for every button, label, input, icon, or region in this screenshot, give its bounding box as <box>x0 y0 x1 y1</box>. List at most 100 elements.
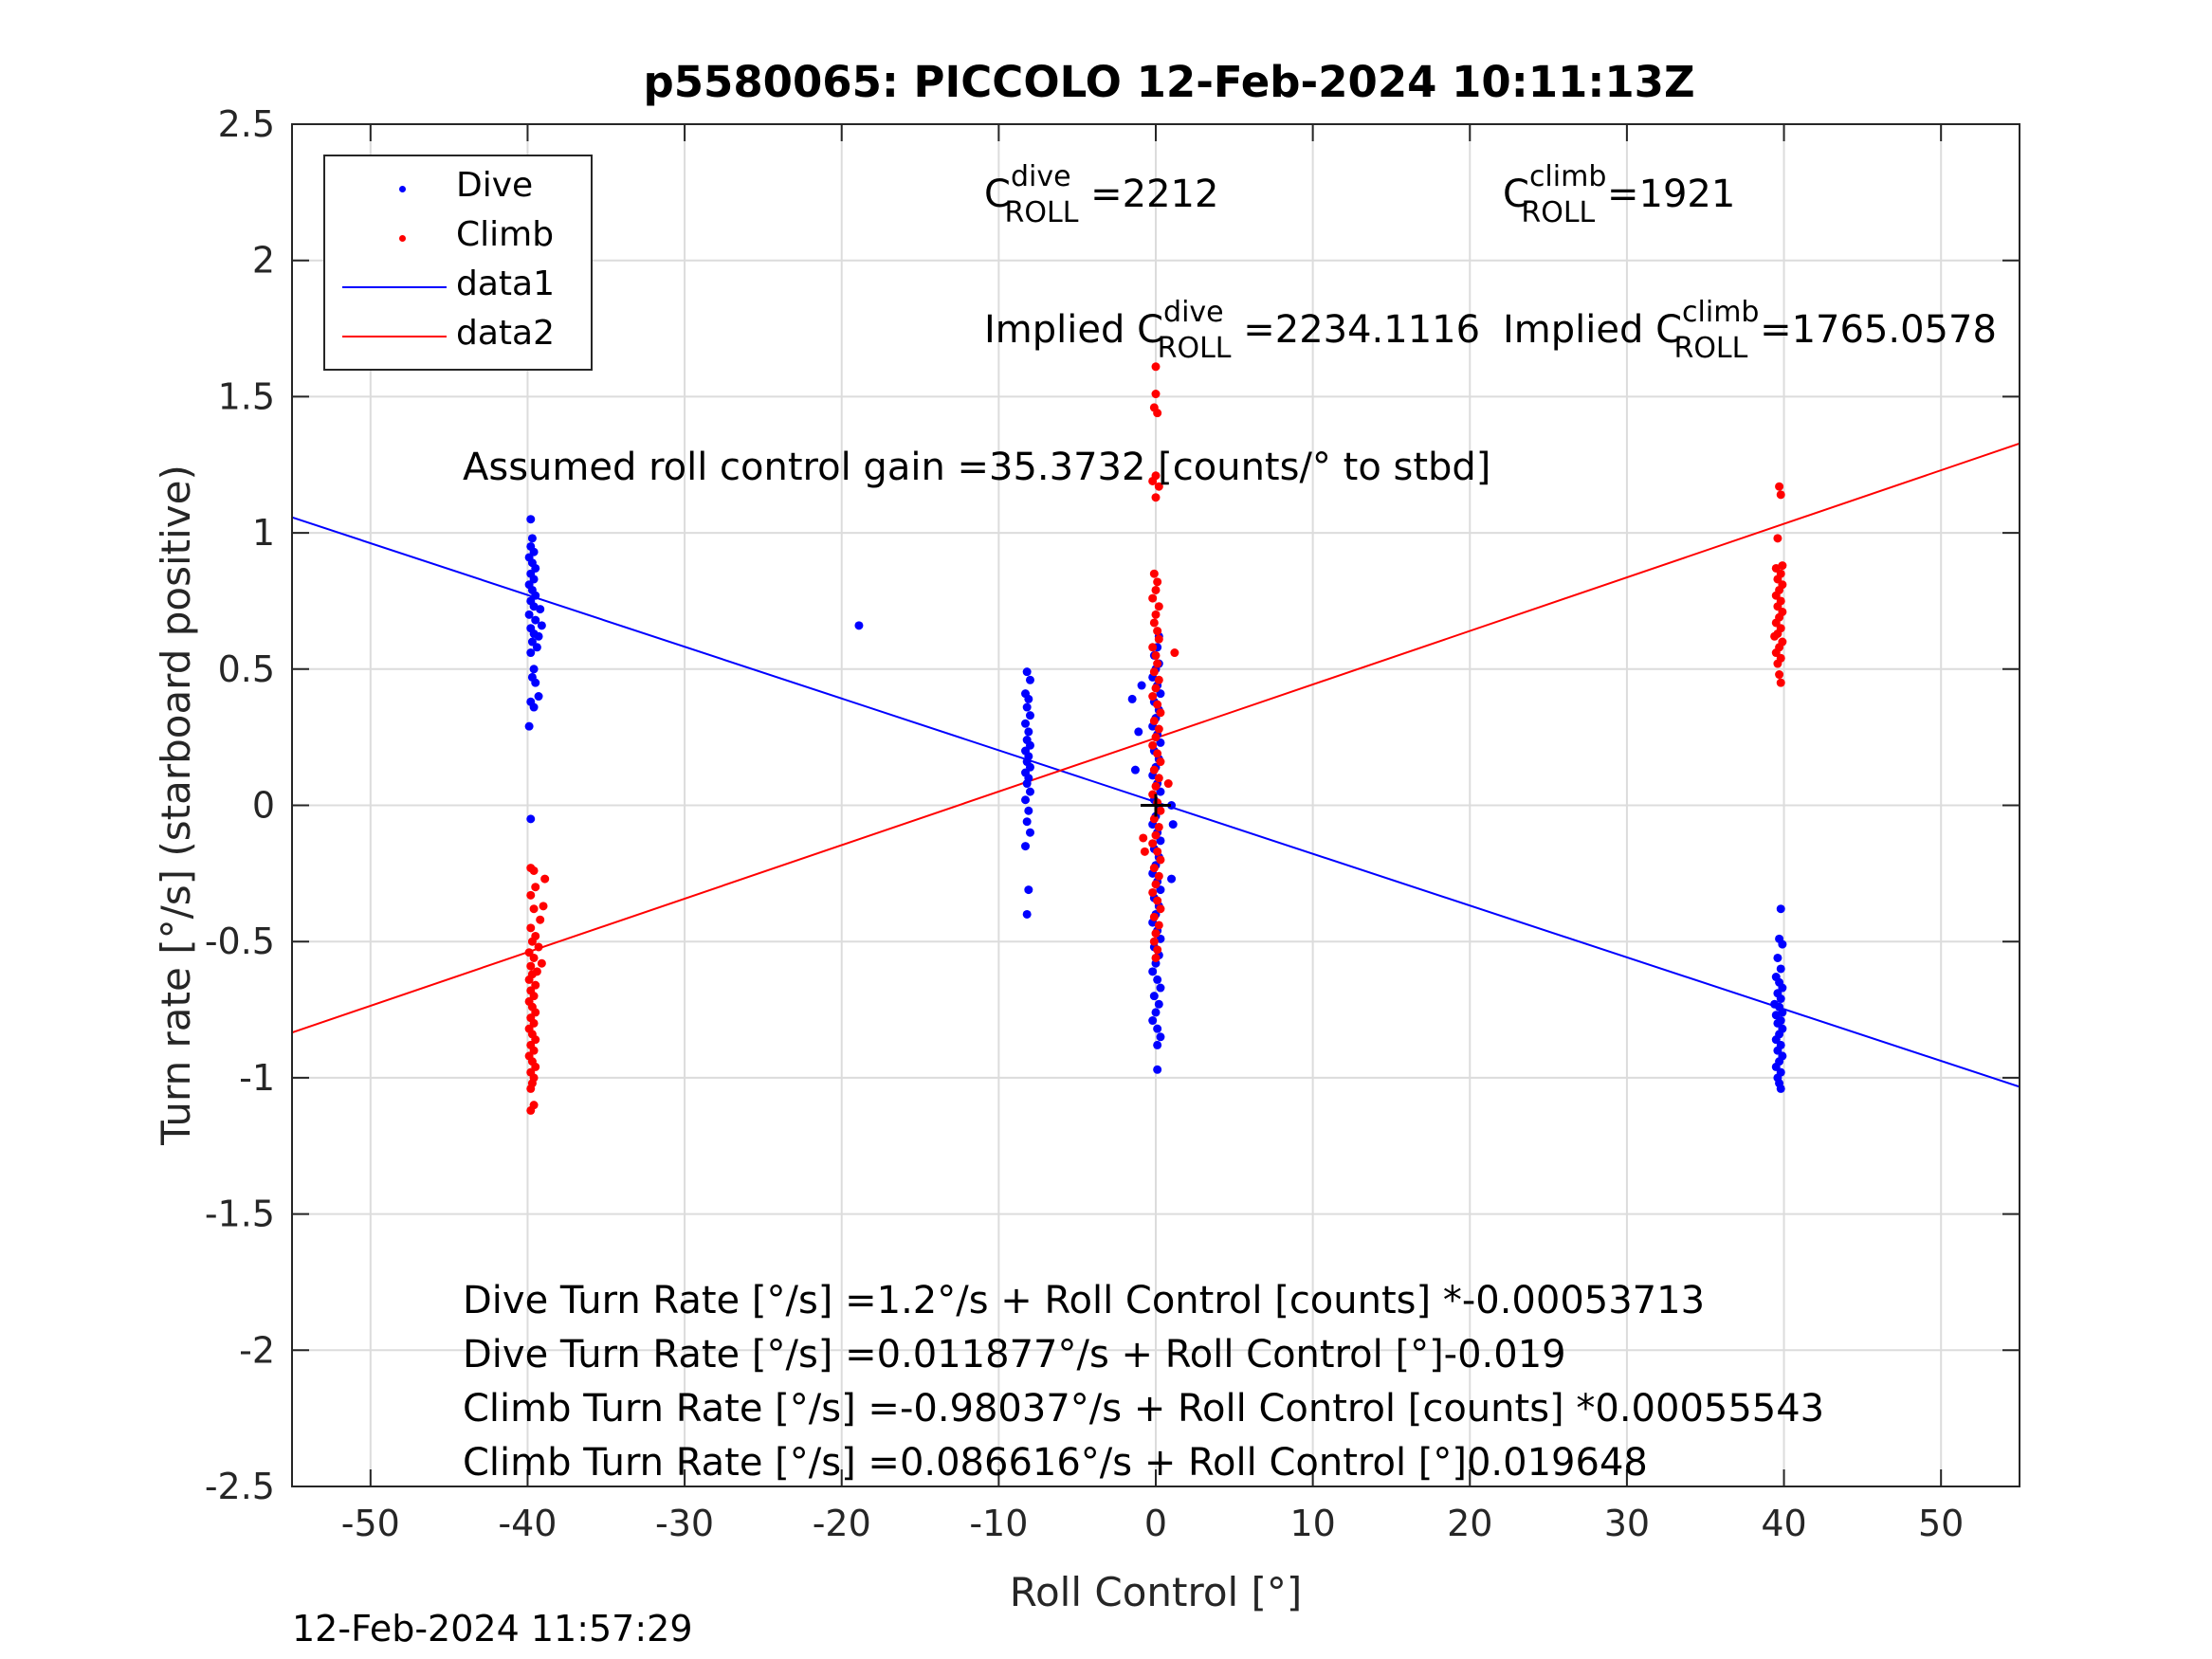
dive-point <box>531 678 540 687</box>
climb-point <box>1149 937 1159 946</box>
climb-point <box>1154 822 1163 831</box>
climb-point <box>1156 904 1165 914</box>
climb-point <box>1140 847 1149 856</box>
x-tick-label: -30 <box>655 1503 714 1544</box>
subscript: ROLL <box>1673 332 1748 365</box>
c-symbol: C <box>984 173 1011 216</box>
dive-point <box>529 665 539 674</box>
climb-point <box>524 975 534 984</box>
x-tick-label: 0 <box>1144 1503 1167 1544</box>
climb-point <box>1154 602 1163 611</box>
climb-point <box>1153 700 1162 709</box>
climb-point <box>1151 733 1161 742</box>
dive-point <box>534 692 543 702</box>
climb-point <box>529 866 539 875</box>
climb-point <box>1775 670 1784 680</box>
climb-point <box>1151 610 1161 619</box>
y-tick-label: 1 <box>252 512 275 554</box>
climb-point <box>1154 724 1163 734</box>
implied-c-climb-annotation: Implied CclimbROLL =1765.0578 <box>1503 299 1997 366</box>
climb-point <box>1151 684 1161 693</box>
climb-point <box>526 890 536 900</box>
dive-point <box>1022 667 1032 677</box>
superscript: climb <box>1528 160 1607 193</box>
climb-point <box>1151 953 1161 962</box>
dive-point <box>537 621 546 630</box>
legend-label: Dive <box>456 166 534 205</box>
x-tick-label: 20 <box>1447 1503 1492 1544</box>
origin-marker <box>1141 793 1171 817</box>
dive-point <box>1148 1016 1158 1026</box>
implied-prefix: Implied C <box>1503 308 1683 352</box>
climb-point <box>531 883 540 892</box>
climb-point <box>1139 833 1148 843</box>
dive-marker-icon <box>399 186 406 192</box>
dive-point <box>1127 694 1137 703</box>
climb-point <box>1149 814 1159 824</box>
climb-point <box>1156 757 1165 767</box>
dive-point <box>1022 702 1032 712</box>
climb-point <box>1154 871 1163 881</box>
data-points <box>524 362 1787 1115</box>
climb-point <box>1148 740 1158 750</box>
x-tick-label: 10 <box>1289 1503 1335 1544</box>
climb-point <box>1163 779 1173 789</box>
red-line-icon <box>342 336 447 337</box>
climb-point <box>1153 577 1162 587</box>
dive-point <box>1025 787 1034 796</box>
climb-point <box>1775 482 1784 491</box>
dive-point <box>1022 779 1032 789</box>
dive-point <box>1024 885 1033 895</box>
climb-fit-degrees-equation: Climb Turn Rate [°/s] =0.086616°/s + Rol… <box>463 1441 1648 1485</box>
legend-label: Climb <box>456 215 555 254</box>
climb-point <box>1773 659 1782 668</box>
y-tick-label: 2 <box>252 240 275 282</box>
dive-point <box>1024 727 1033 737</box>
climb-marker-icon <box>399 235 406 242</box>
dive-point <box>1153 1040 1162 1049</box>
dive-point <box>1167 874 1177 884</box>
dive-point <box>1168 820 1178 830</box>
dive-point <box>1021 719 1031 728</box>
climb-point <box>1151 929 1161 939</box>
implied-c-dive-annotation: Implied CdiveROLL =2234.1116 <box>984 299 1480 366</box>
dive-point <box>532 643 541 652</box>
c-climb-annotation: CclimbROLL =1921 <box>1503 160 1735 230</box>
climb-point <box>1153 627 1162 636</box>
dive-point <box>1024 694 1033 703</box>
c-symbol: C <box>1503 173 1529 216</box>
climb-point <box>534 942 543 952</box>
x-tick-label: 40 <box>1761 1503 1806 1544</box>
dive-point <box>1154 999 1163 1009</box>
x-tick-label: 50 <box>1918 1503 1964 1544</box>
climb-point <box>526 1105 536 1115</box>
dive-point <box>1025 675 1034 684</box>
y-tick-label: -1 <box>239 1057 275 1099</box>
implied-prefix: Implied C <box>984 308 1164 352</box>
dive-point <box>531 615 540 625</box>
y-axis-label: Turn rate [°/s] (starboard positive) <box>153 465 199 1146</box>
climb-point <box>1149 765 1159 775</box>
y-tick-label: 0.5 <box>218 648 275 690</box>
dive-point <box>854 621 864 630</box>
climb-point <box>1153 945 1162 955</box>
dive-point <box>1776 994 1785 1004</box>
climb-point <box>1148 643 1158 652</box>
x-tick-label: -40 <box>498 1503 557 1544</box>
dive-point <box>524 721 534 731</box>
x-axis-label: Roll Control [°] <box>1010 1569 1303 1615</box>
climb-point <box>1773 534 1782 543</box>
climb-fit-counts-equation: Climb Turn Rate [°/s] =-0.98037°/s + Rol… <box>463 1387 1825 1431</box>
y-tick-label: -0.5 <box>205 921 275 962</box>
climb-point <box>1149 618 1159 628</box>
climb-point <box>1153 847 1162 856</box>
climb-point <box>1153 409 1162 418</box>
chart-title: p5580065: PICCOLO 12-Feb-2024 10:11:13Z <box>643 57 1695 107</box>
dive-point <box>1167 801 1177 810</box>
x-tick-label: -10 <box>969 1503 1028 1544</box>
dive-point <box>1130 765 1140 775</box>
climb-point <box>1156 855 1165 865</box>
dive-point <box>1148 967 1158 976</box>
dive-point <box>526 814 536 824</box>
y-tick-label: 0 <box>252 785 275 827</box>
